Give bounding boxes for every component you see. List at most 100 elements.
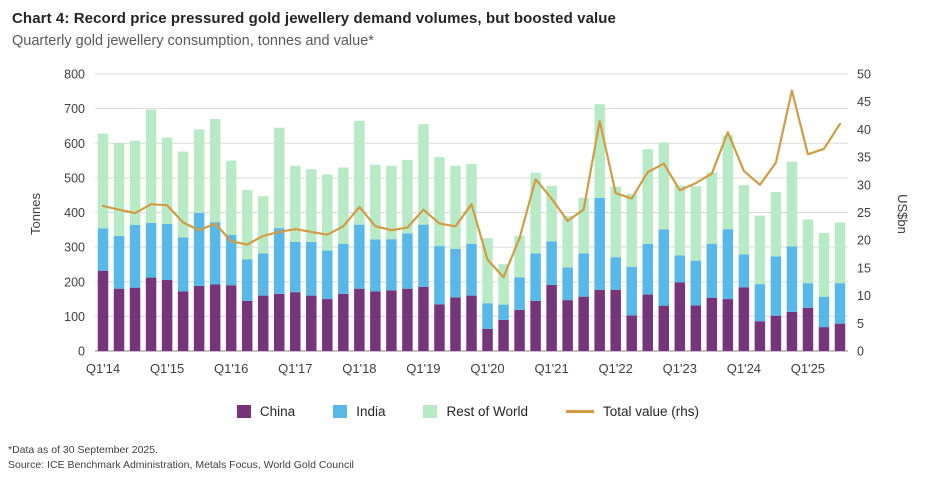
bar-segment-rest-of-world — [450, 165, 461, 249]
bar-segment-india — [434, 246, 445, 305]
bar-segment-india — [674, 255, 686, 283]
bar-segment-india — [466, 243, 477, 296]
bar-segment-china — [418, 286, 429, 351]
bar-segment-rest-of-world — [498, 264, 509, 305]
bar-segment-india — [642, 244, 653, 295]
bar-segment-rest-of-world — [706, 172, 718, 244]
bar-segment-india — [177, 237, 189, 292]
bar-segment-china — [834, 323, 846, 351]
x-axis-tick: Q1'21 — [534, 361, 568, 376]
bar-segment-rest-of-world — [386, 165, 397, 240]
right-axis-tick: 50 — [857, 68, 871, 82]
bar-segment-rest-of-world — [562, 215, 573, 268]
bar-segment-india — [450, 248, 461, 298]
bar-segment-china — [434, 304, 445, 351]
bar-segment-india — [257, 253, 269, 296]
bar-segment-rest-of-world — [322, 174, 333, 251]
left-axis-title: Tonnes — [28, 193, 43, 235]
bar-segment-china — [257, 295, 269, 351]
x-axis-tick: Q1'15 — [150, 361, 184, 376]
bar-segment-india — [354, 224, 365, 289]
legend-color-swatch — [423, 405, 438, 418]
left-axis-tick: 400 — [64, 206, 85, 220]
bar-segment-china — [706, 297, 718, 351]
bar-segment-china — [578, 296, 589, 351]
bar-segment-rest-of-world — [338, 167, 349, 244]
bar-segment-india — [610, 257, 621, 290]
x-axis-tick: Q1'19 — [406, 361, 440, 376]
right-axis-tick: 0 — [857, 345, 864, 359]
bar-segment-rest-of-world — [818, 232, 830, 297]
bar-segment-china — [722, 299, 734, 351]
bar-segment-rest-of-world — [770, 192, 782, 257]
bar-segment-china — [113, 288, 125, 351]
bar-segment-rest-of-world — [642, 149, 653, 245]
left-axis-tick: 0 — [78, 345, 85, 359]
right-axis-tick: 20 — [857, 234, 871, 248]
bar-segment-india — [770, 256, 782, 316]
bar-segment-india — [594, 197, 605, 290]
bar-segment-china — [466, 295, 477, 351]
bar-segment-china — [594, 289, 605, 351]
legend-color-swatch — [236, 405, 251, 418]
bar-segment-china — [145, 277, 157, 351]
bar-segment-china — [273, 293, 285, 351]
bar-segment-india — [97, 228, 109, 271]
left-axis-tick: 200 — [64, 275, 85, 289]
left-axis-tick: 500 — [64, 171, 85, 185]
bar-segment-china — [530, 300, 541, 351]
bar-segment-china — [209, 284, 221, 351]
bar-segment-china — [770, 315, 782, 351]
left-axis-tick: 800 — [64, 68, 85, 82]
bar-segment-rest-of-world — [402, 159, 413, 234]
bar-segment-india — [129, 224, 141, 288]
right-axis-tick: 35 — [857, 151, 871, 165]
bar-segment-rest-of-world — [113, 143, 125, 237]
chart-title: Chart 4: Record price pressured gold jew… — [12, 10, 616, 27]
bar-segment-rest-of-world — [129, 140, 141, 225]
bar-segment-china — [161, 280, 173, 351]
bar-segment-china — [402, 288, 413, 351]
bar-segment-china — [97, 270, 109, 351]
bar-segment-india — [113, 236, 125, 289]
bar-segment-china — [786, 311, 798, 351]
right-axis-title: US$bn — [895, 194, 910, 234]
bar-segment-rest-of-world — [674, 185, 686, 256]
bar-segment-rest-of-world — [738, 185, 750, 255]
bar-segment-china — [514, 309, 525, 351]
x-axis-tick: Q1'24 — [727, 361, 761, 376]
bar-segment-india — [225, 235, 237, 286]
bar-segment-india — [498, 304, 509, 320]
bar-segment-rest-of-world — [530, 172, 541, 254]
legend-label: India — [356, 404, 386, 419]
bar-segment-india — [802, 283, 814, 308]
bar-segment-india — [370, 239, 381, 292]
right-axis-tick: 30 — [857, 178, 871, 192]
bar-segment-china — [626, 315, 637, 351]
bar-segment-china — [610, 289, 621, 351]
bar-segment-india — [161, 223, 173, 281]
bar-segment-china — [177, 291, 189, 351]
bar-segment-china — [658, 305, 670, 351]
footnote-data-asof: *Data as of 30 September 2025. — [8, 444, 159, 456]
left-axis-tick: 300 — [64, 241, 85, 255]
bar-segment-india — [145, 222, 157, 278]
bar-segment-rest-of-world — [193, 129, 205, 213]
bar-segment-china — [129, 287, 141, 351]
bar-segment-india — [722, 229, 734, 300]
bar-segment-india — [658, 229, 670, 306]
bar-segment-china — [754, 321, 766, 351]
bar-segment-india — [818, 296, 830, 328]
bar-segment-china — [642, 294, 653, 351]
bar-segment-china — [482, 328, 493, 351]
x-axis-tick: Q1'14 — [86, 361, 120, 376]
legend-label: Rest of World — [446, 404, 529, 419]
total-value-line — [101, 89, 842, 279]
left-axis-tick: 700 — [64, 102, 85, 116]
right-axis-tick: 10 — [857, 289, 871, 303]
bar-segment-rest-of-world — [370, 164, 381, 240]
bar-segment-china — [738, 287, 750, 351]
chart-footnotes: *Data as of 30 September 2025. Source: I… — [8, 443, 354, 472]
bar-segment-india — [322, 250, 333, 300]
